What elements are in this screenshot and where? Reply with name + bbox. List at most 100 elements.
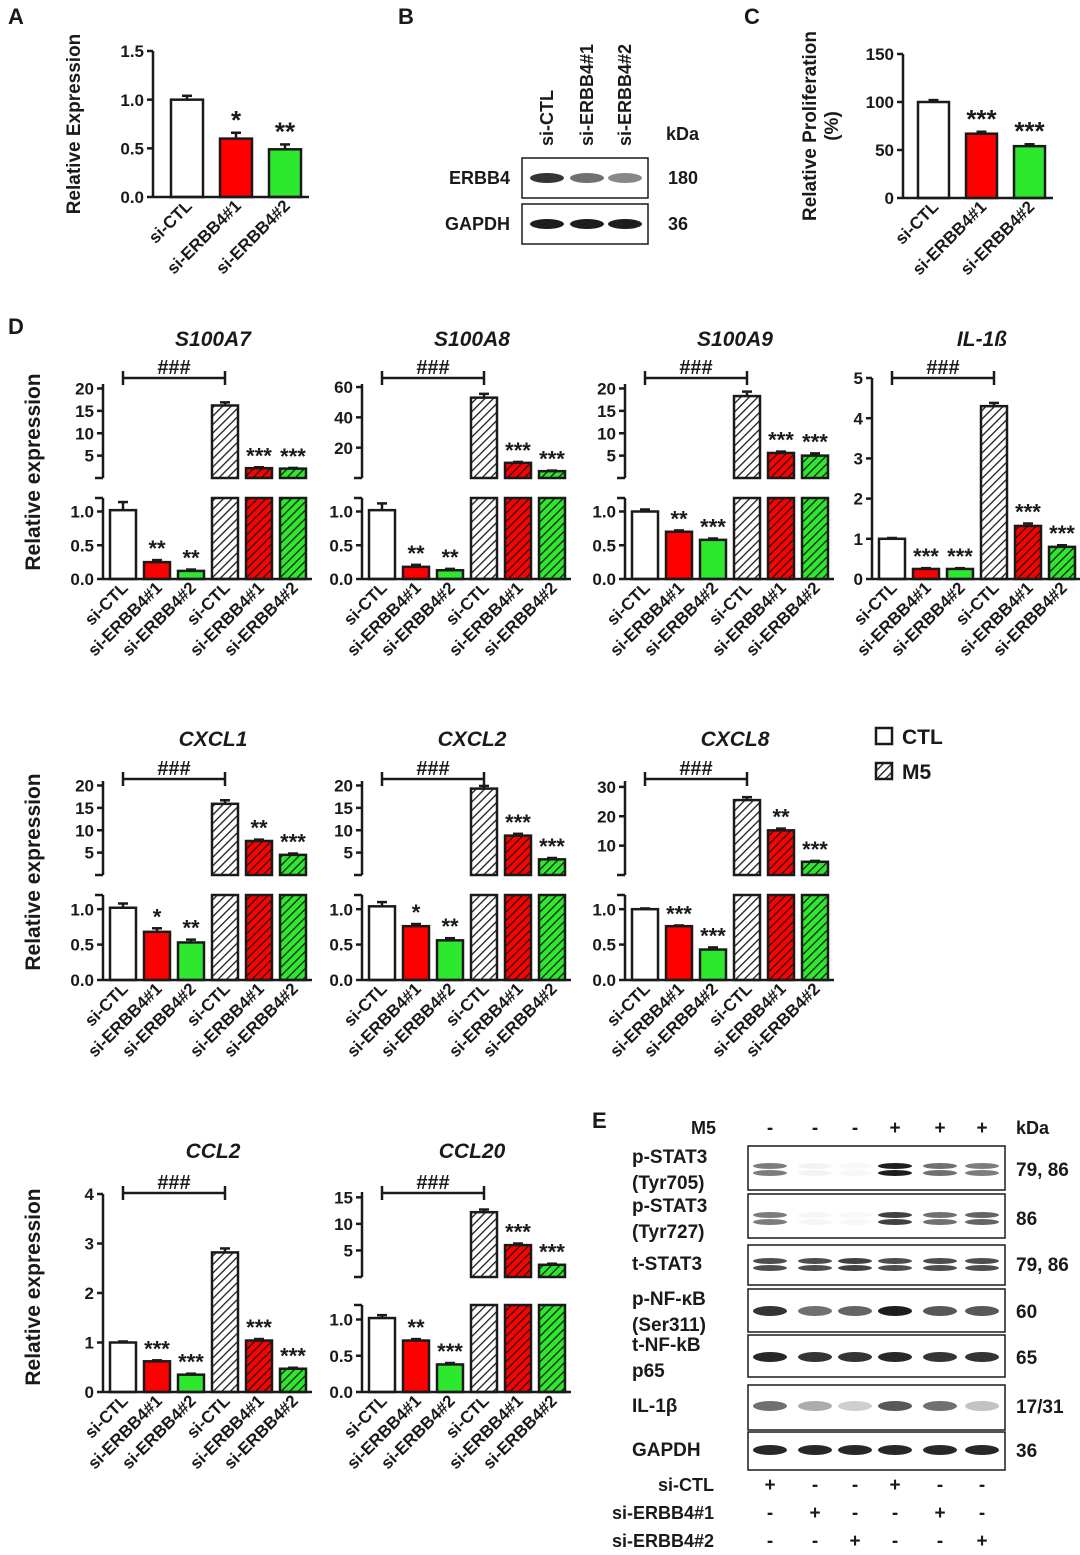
- legend: CTL M5: [874, 726, 943, 784]
- c-ytick-label-1: 50: [875, 141, 894, 160]
- blot-e-treatment-label-2: si-ERBB4#2: [612, 1531, 714, 1551]
- il-1-bar-3: [979, 404, 1009, 581]
- s100a9-upper-ytick-label-1: 10: [597, 424, 616, 443]
- cxcl2-bar-lower-3: [469, 893, 499, 982]
- blot-e-band-3-4: [923, 1306, 957, 1316]
- cxcl8-lower-ytick-label-2: 1.0: [592, 900, 616, 919]
- blot-b-kda-0: 180: [668, 168, 698, 188]
- blot-e-band-4-3: [878, 1352, 912, 1362]
- s100a9-sig-label-5: ***: [802, 429, 828, 454]
- a-bar-1: [218, 137, 254, 199]
- ccl2-ylabel: Relative expression: [22, 1188, 45, 1385]
- cxcl1-bar-4: [244, 839, 274, 877]
- ccl20-upper-ytick-label-2: 15: [334, 1188, 353, 1207]
- cxcl8-bar-1: [664, 924, 694, 982]
- a-ylabel-0: Relative Expression: [64, 34, 85, 215]
- legend-swatch-ctl: [874, 726, 894, 746]
- blot-e-row-label-5-0: IL-1β: [632, 1396, 677, 1417]
- s100a7-upper-ytick-label-3: 20: [75, 380, 94, 399]
- blot-e-band-1-1-upper: [798, 1212, 832, 1218]
- s100a7-sig-label-4: ***: [246, 443, 272, 468]
- cxcl2-bar-2: [435, 939, 465, 982]
- s100a9-bar-1: [664, 530, 694, 581]
- blot-e-band-1-4-lower: [923, 1219, 957, 1225]
- s100a8-upper-ytick-label-0: 20: [334, 439, 353, 458]
- blot-e-row-label-4-0: t-NF-kB: [632, 1335, 701, 1356]
- blot-e-treatment-label-1: si-ERBB4#1: [612, 1503, 714, 1523]
- blot-e-treatment-sign-1-3: -: [892, 1503, 898, 1524]
- blot-e-membrane-5: [747, 1384, 1006, 1431]
- blot-b-band-1-0: [530, 219, 564, 229]
- cxcl1-bar-2: [176, 941, 206, 982]
- blot-e-kda-0: 79, 86: [1016, 1160, 1069, 1181]
- s100a8-sig-label-5: ***: [539, 447, 565, 472]
- blot-e-band-0-1-lower: [798, 1170, 832, 1176]
- blot-e-kda-5: 17/31: [1016, 1397, 1064, 1418]
- s100a8-lower-ytick-label-2: 1.0: [329, 503, 353, 522]
- blot-e-band-1-2-upper: [838, 1212, 872, 1218]
- cxcl8-upper-ytick-label-1: 20: [597, 807, 616, 826]
- s100a8-bar-0: [367, 508, 397, 581]
- cxcl2-bar-4: [503, 834, 533, 877]
- cxcl1-lower-ytick-label-0: 0.0: [70, 971, 94, 990]
- cxcl8-sig-label-4: **: [772, 805, 790, 830]
- il-1-ytick-label-5: 5: [854, 369, 863, 388]
- s100a9-sig-label-1: **: [670, 506, 688, 531]
- blot-e-kda-3: 60: [1016, 1302, 1037, 1323]
- s100a8-bar-lower-3: [469, 496, 499, 581]
- s100a7-bar-lower-5: [278, 496, 308, 581]
- cxcl2-title: CXCL2: [438, 728, 507, 751]
- blot-e-row-label-4-1: p65: [632, 1361, 665, 1382]
- a-ytick-label-3: 1.5: [120, 42, 144, 61]
- a-ytick-label-2: 1.0: [120, 91, 144, 110]
- s100a7-bar-4: [244, 466, 274, 480]
- il-1-title: IL-1ß: [957, 328, 1007, 351]
- ccl20-lower-ytick-label-2: 1.0: [329, 1311, 353, 1330]
- il-1-ytick-label-2: 2: [854, 490, 863, 509]
- cxcl8-upper-ytick-label-2: 30: [597, 778, 616, 797]
- blot-e-band-0-4-upper: [923, 1163, 957, 1169]
- s100a8-bar-2: [435, 568, 465, 581]
- a-sig-label-1: *: [231, 105, 242, 135]
- c-bar-1: [964, 132, 999, 200]
- cxcl1-sig-label-5: ***: [280, 830, 306, 855]
- blot-e-band-2-3-upper: [878, 1258, 912, 1264]
- blot-e-band-4-1: [798, 1352, 832, 1362]
- blot-e-band-0-0-upper: [753, 1163, 787, 1169]
- cxcl1-sig-label-1: *: [153, 904, 162, 929]
- cxcl8-bar-5: [800, 860, 830, 877]
- blot-e-treatment-sign-0-3: +: [889, 1475, 900, 1496]
- s100a7-bar-0: [108, 508, 138, 581]
- cxcl2-upper-ytick-label-0: 5: [344, 844, 353, 863]
- cxcl2-bar-lower-5: [537, 893, 567, 982]
- il-1-ytick-label-1: 1: [854, 530, 863, 549]
- cxcl2-upper-ytick-label-3: 20: [334, 777, 353, 796]
- s100a9-upper-ytick-label-3: 20: [597, 380, 616, 399]
- s100a8-lower-ytick-label-1: 0.5: [329, 536, 353, 555]
- cxcl2-upper-ytick-label-1: 10: [334, 821, 353, 840]
- blot-e-treatment-sign-0-1: -: [812, 1475, 818, 1496]
- chart-ccl20: CCL200.00.51.051015***********si-CTLsi-E…: [329, 1140, 571, 1473]
- panel-label-d: D: [8, 314, 24, 339]
- blot-e-treatment-sign-0-0: +: [764, 1475, 775, 1496]
- c-ytick-label-0: 0: [885, 189, 894, 208]
- blot-e-m5-sign-4: +: [934, 1118, 945, 1139]
- blot-e-treatment-sign-2-5: +: [976, 1531, 987, 1552]
- ccl20-sig-label-4: ***: [505, 1220, 531, 1245]
- il-1-sig-label-5: ***: [1049, 521, 1075, 546]
- blot-e-kda-4: 65: [1016, 1348, 1038, 1369]
- s100a7-bar-1: [142, 560, 172, 581]
- blot-e-m5-sign-1: -: [812, 1118, 818, 1139]
- cxcl1-title: CXCL1: [179, 728, 248, 751]
- ccl20-bar-4: [503, 1243, 533, 1279]
- s100a9-bar-lower-5: [800, 496, 830, 581]
- ccl2-title: CCL2: [186, 1140, 241, 1163]
- blot-e-treatment-sign-1-2: -: [852, 1503, 858, 1524]
- s100a9-lower-ytick-label-1: 0.5: [592, 536, 616, 555]
- cxcl2-lower-ytick-label-1: 0.5: [329, 936, 353, 955]
- s100a7-lower-ytick-label-0: 0.0: [70, 570, 94, 589]
- legend-label-m5: M5: [902, 761, 931, 784]
